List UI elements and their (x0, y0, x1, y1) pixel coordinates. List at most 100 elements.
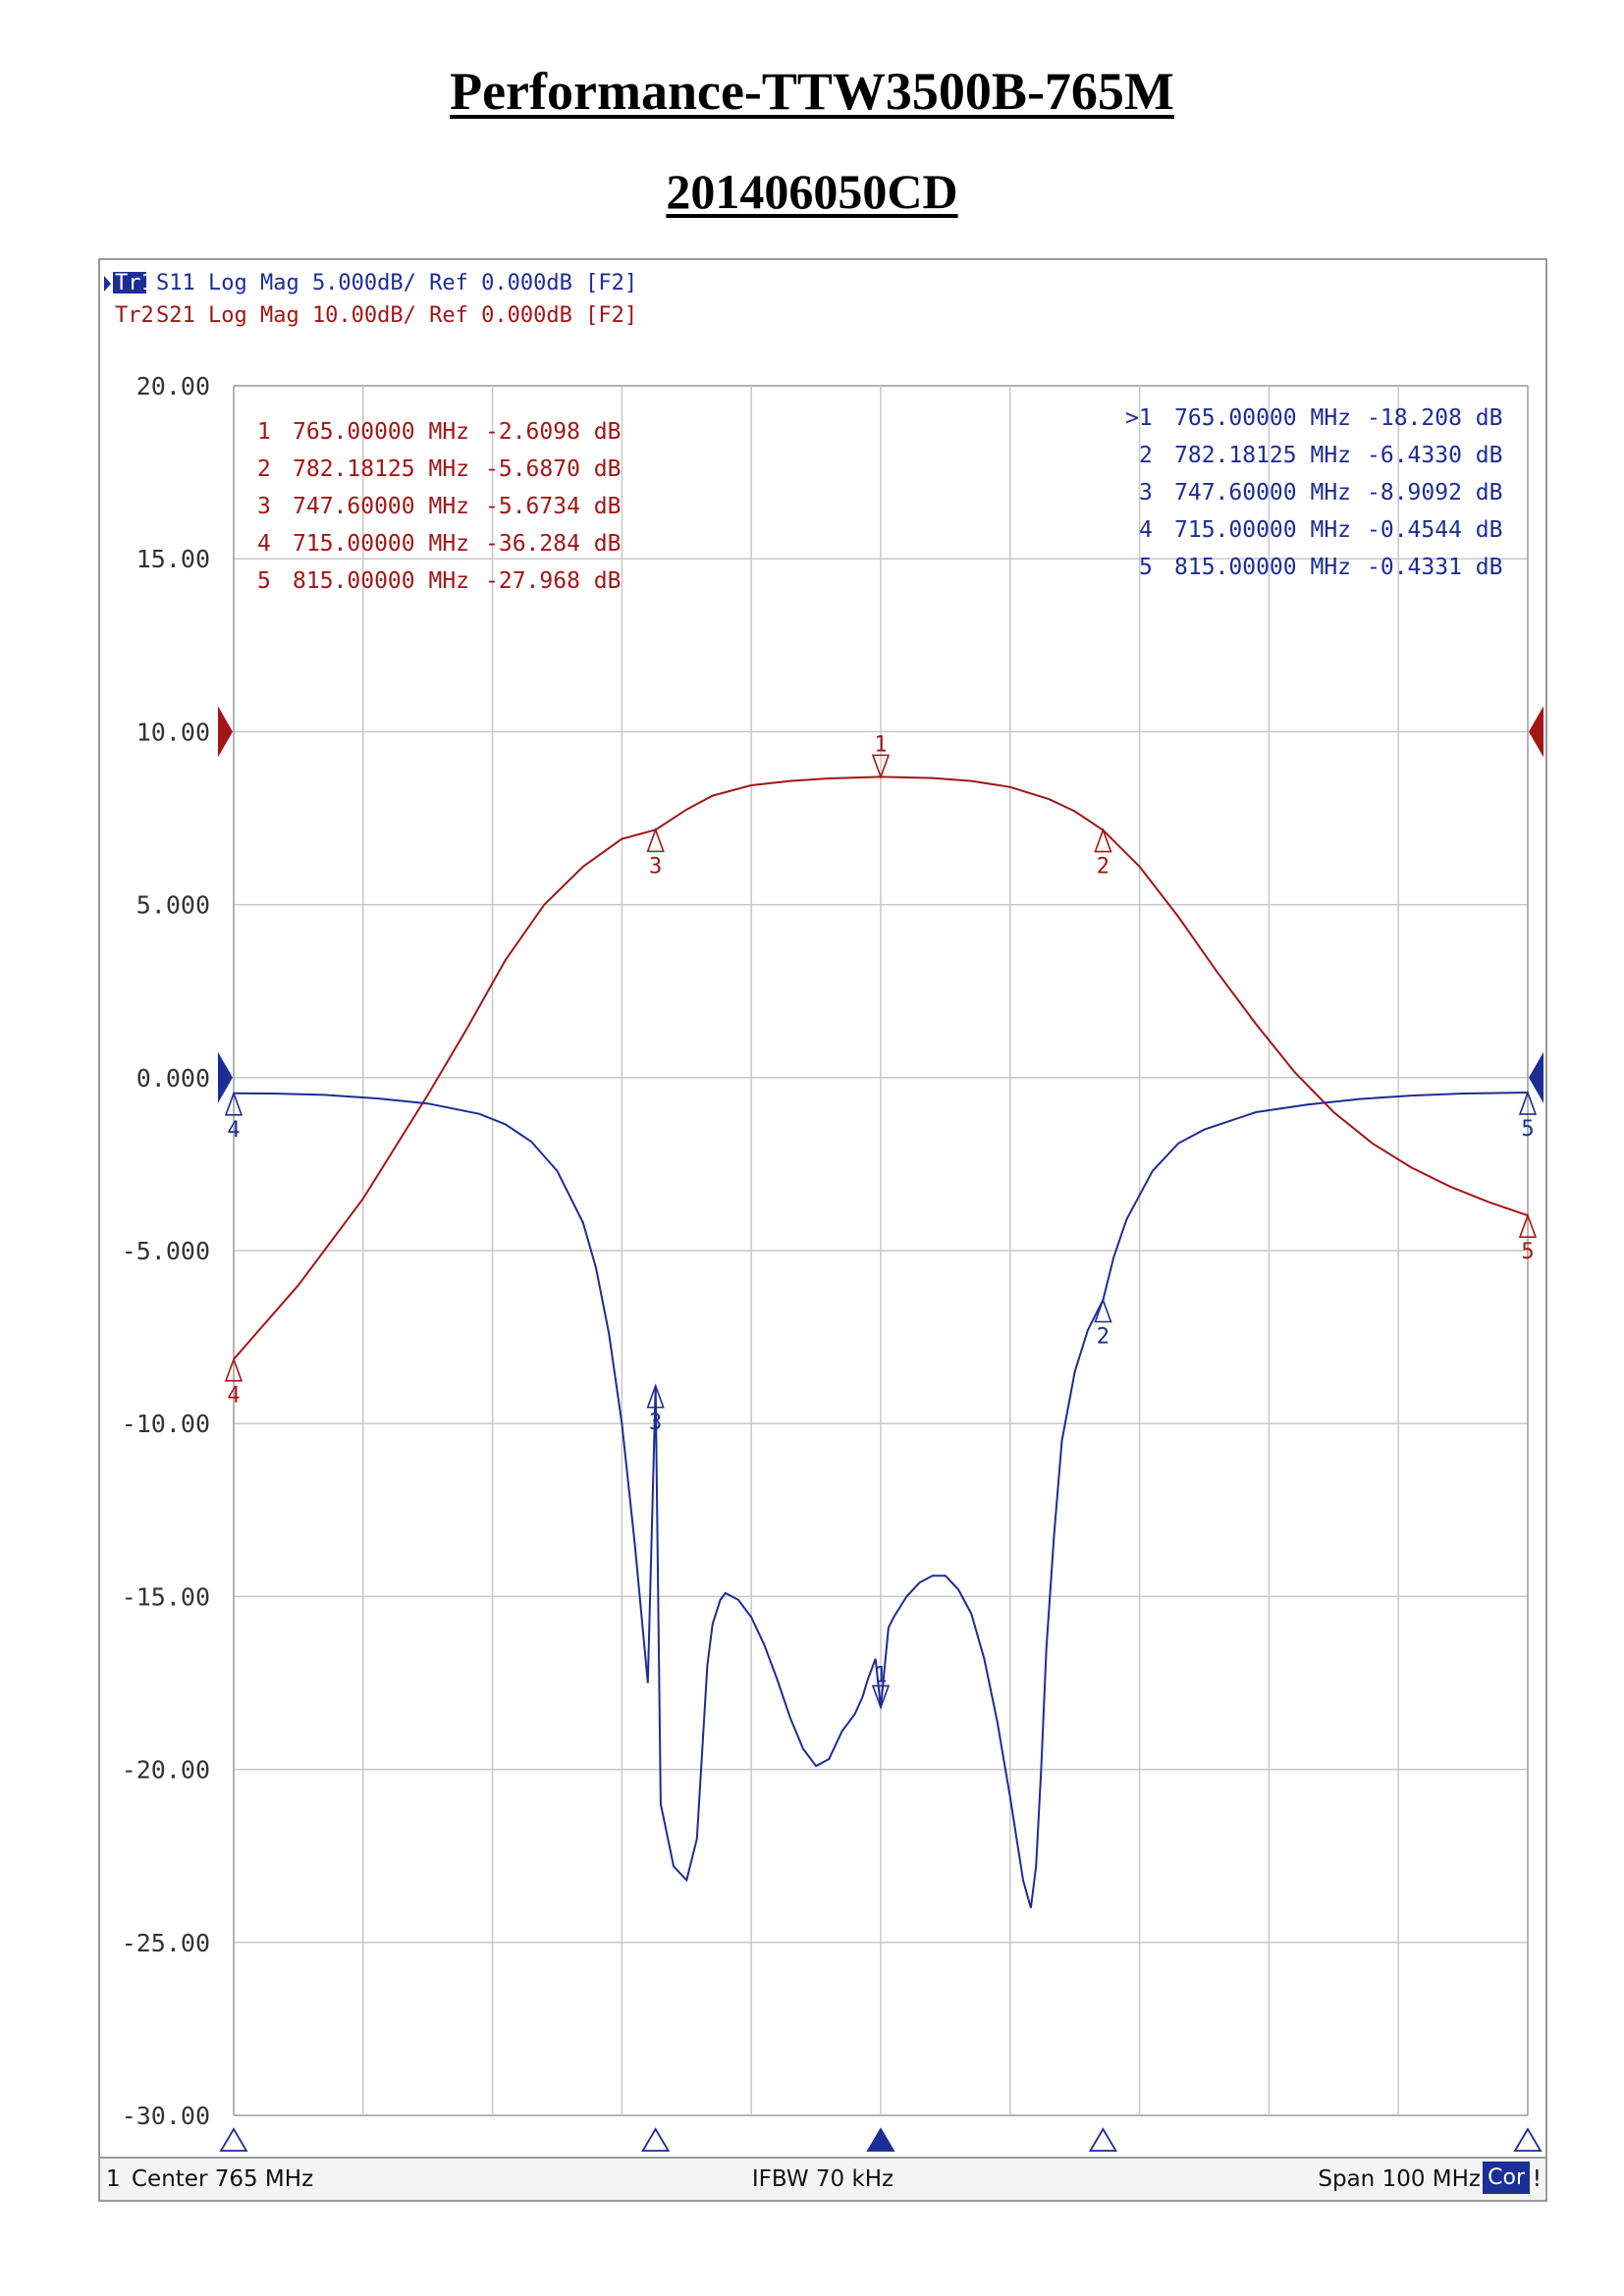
s21-marker-row: 4 715.00000 MHz -36.284 dB (257, 531, 621, 557)
chart-canvas: Tr1 S11 Log Mag 5.000dB/ Ref 0.000dB [F2… (104, 271, 1543, 2152)
s11-marker-row: 2 782.18125 MHz -6.4330 dB (1139, 443, 1502, 468)
trace-2-label[interactable]: S21 Log Mag 10.00dB/ Ref 0.000dB [F2] (156, 303, 637, 328)
y-tick-label: 5.000 (136, 891, 210, 920)
y-tick-label: 0.000 (136, 1064, 210, 1093)
y-tick-label: -10.00 (122, 1410, 210, 1438)
s21-marker-icon (224, 1357, 244, 1382)
svg-text:-5.6870 dB: -5.6870 dB (485, 456, 621, 482)
stimulus-marker-icon (641, 2127, 671, 2152)
svg-text:>1: >1 (1125, 405, 1153, 431)
svg-text:3: 3 (257, 494, 271, 519)
svg-text:782.18125 MHz: 782.18125 MHz (293, 456, 469, 482)
marker-number-label: 2 (1097, 1324, 1110, 1349)
trace-header: Tr1 S11 Log Mag 5.000dB/ Ref 0.000dB [F2… (104, 271, 637, 328)
marker-number-label: 5 (1521, 1117, 1534, 1142)
chart-grid (233, 385, 1529, 2116)
status-bar: 1 Center 765 MHz IFBW 70 kHz Span 100 MH… (100, 2157, 1545, 2200)
svg-text:782.18125 MHz: 782.18125 MHz (1174, 443, 1351, 468)
status-span[interactable]: Span 100 MHz (1318, 2166, 1481, 2192)
status-ifbw[interactable]: IFBW 70 kHz (751, 2166, 894, 2192)
stimulus-marker-icon (1513, 2127, 1543, 2152)
svg-text:4: 4 (1139, 517, 1153, 543)
trace-1-id[interactable]: Tr1 (115, 271, 154, 295)
marker-number-label: 3 (649, 1411, 662, 1435)
s11-ref-left-arrow-icon (218, 1051, 233, 1103)
stimulus-marker-icon (219, 2127, 248, 2152)
y-tick-label: -30.00 (122, 2102, 210, 2130)
svg-text:3: 3 (1139, 480, 1153, 506)
trace-2-id[interactable]: Tr2 (115, 303, 154, 328)
s21-marker-row: 1 765.00000 MHz -2.6098 dB (257, 419, 621, 445)
s11-marker-table: >1 765.00000 MHz -18.208 dB 2 782.18125 … (1125, 405, 1502, 580)
s11-marker-icon (1094, 1298, 1112, 1323)
network-analyzer-display: Tr1 S11 Log Mag 5.000dB/ Ref 0.000dB [F2… (98, 258, 1547, 2202)
svg-text:747.60000 MHz: 747.60000 MHz (293, 494, 469, 519)
svg-text:-5.6734 dB: -5.6734 dB (485, 494, 621, 519)
status-channel[interactable]: 1 (106, 2166, 121, 2192)
status-correction-badge[interactable]: Cor (1483, 2162, 1530, 2194)
y-tick-label: -5.000 (122, 1237, 210, 1265)
marker-number-label: 1 (874, 1663, 887, 1687)
s21-marker-icon (1094, 828, 1112, 853)
marker-number-label: 3 (649, 854, 662, 879)
y-tick-label: 20.00 (136, 372, 210, 400)
s11-marker-row: 5 815.00000 MHz -0.4331 dB (1139, 555, 1502, 580)
status-center-frequency[interactable]: Center 765 MHz (132, 2166, 314, 2192)
s21-ref-right-arrow-icon (1529, 706, 1543, 758)
y-tick-label: 15.00 (136, 545, 210, 573)
y-tick-label: -20.00 (122, 1756, 210, 1785)
s11-marker-row: 4 715.00000 MHz -0.4544 dB (1139, 517, 1502, 543)
s21-marker-row: 3 747.60000 MHz -5.6734 dB (257, 494, 621, 519)
s21-marker-table: 1 765.00000 MHz -2.6098 dB 2 782.18125 M… (257, 419, 621, 594)
marker-number-label: 5 (1521, 1240, 1534, 1264)
s11-marker-icon (646, 1383, 665, 1409)
svg-text:765.00000 MHz: 765.00000 MHz (293, 419, 469, 445)
s21-marker-row: 2 782.18125 MHz -5.6870 dB (257, 456, 621, 482)
s11-trace-line (233, 1092, 1529, 1908)
svg-text:715.00000 MHz: 715.00000 MHz (1174, 517, 1351, 543)
svg-text:747.60000 MHz: 747.60000 MHz (1174, 480, 1351, 506)
svg-text:-18.208 dB: -18.208 dB (1367, 405, 1502, 431)
stimulus-marker-icon (1088, 2127, 1118, 2152)
trace-1-label[interactable]: S11 Log Mag 5.000dB/ Ref 0.000dB [F2] (156, 271, 637, 295)
marker-number-label: 1 (874, 732, 887, 757)
s21-marker-icon (1518, 1212, 1538, 1238)
svg-text:-27.968 dB: -27.968 dB (485, 568, 621, 594)
svg-text:765.00000 MHz: 765.00000 MHz (1174, 405, 1351, 431)
s11-marker-icon (871, 1684, 891, 1710)
active-trace-highlight (113, 272, 146, 294)
svg-text:715.00000 MHz: 715.00000 MHz (293, 531, 469, 557)
trace-layer (233, 775, 1529, 1908)
s21-ref-left-arrow-icon (218, 706, 233, 758)
marker-number-label: 4 (227, 1118, 240, 1143)
s11-marker-row: 3 747.60000 MHz -8.9092 dB (1139, 480, 1502, 506)
active-trace-arrow-icon (104, 276, 111, 292)
s11-ref-right-arrow-icon (1529, 1051, 1543, 1103)
svg-text:5: 5 (257, 568, 271, 594)
y-tick-label: -15.00 (122, 1582, 210, 1611)
y-tick-label: -25.00 (122, 1929, 210, 1957)
svg-text:815.00000 MHz: 815.00000 MHz (1174, 555, 1351, 580)
svg-text:2: 2 (1139, 443, 1153, 468)
s21-marker-row: 5 815.00000 MHz -27.968 dB (257, 568, 621, 594)
svg-text:5: 5 (1139, 555, 1153, 580)
svg-text:-0.4331 dB: -0.4331 dB (1367, 555, 1502, 580)
s11-marker-row: >1 765.00000 MHz -18.208 dB (1125, 405, 1502, 431)
marker-number-label: 2 (1097, 855, 1110, 880)
y-tick-label: 10.00 (136, 718, 210, 746)
svg-text:-36.284 dB: -36.284 dB (485, 531, 621, 557)
svg-text:1: 1 (257, 419, 271, 445)
s21-marker-icon (871, 754, 891, 779)
svg-text:-0.4544 dB: -0.4544 dB (1367, 517, 1502, 543)
svg-text:-2.6098 dB: -2.6098 dB (485, 419, 621, 445)
svg-text:4: 4 (257, 531, 271, 557)
svg-text:815.00000 MHz: 815.00000 MHz (293, 568, 469, 594)
marker-number-label: 4 (227, 1384, 240, 1409)
s11-marker-icon (224, 1091, 244, 1116)
svg-text:-8.9092 dB: -8.9092 dB (1367, 480, 1502, 506)
page-subtitle: 201406050CD (666, 164, 958, 219)
page-title: Performance-TTW3500B-765M (450, 62, 1174, 121)
stimulus-marker-icon (866, 2127, 895, 2152)
s11-marker-icon (1518, 1090, 1538, 1115)
y-axis-ticks: 20.00 15.00 10.00 5.000 0.000 -5.000 -10.00 -15… (122, 372, 1543, 2130)
